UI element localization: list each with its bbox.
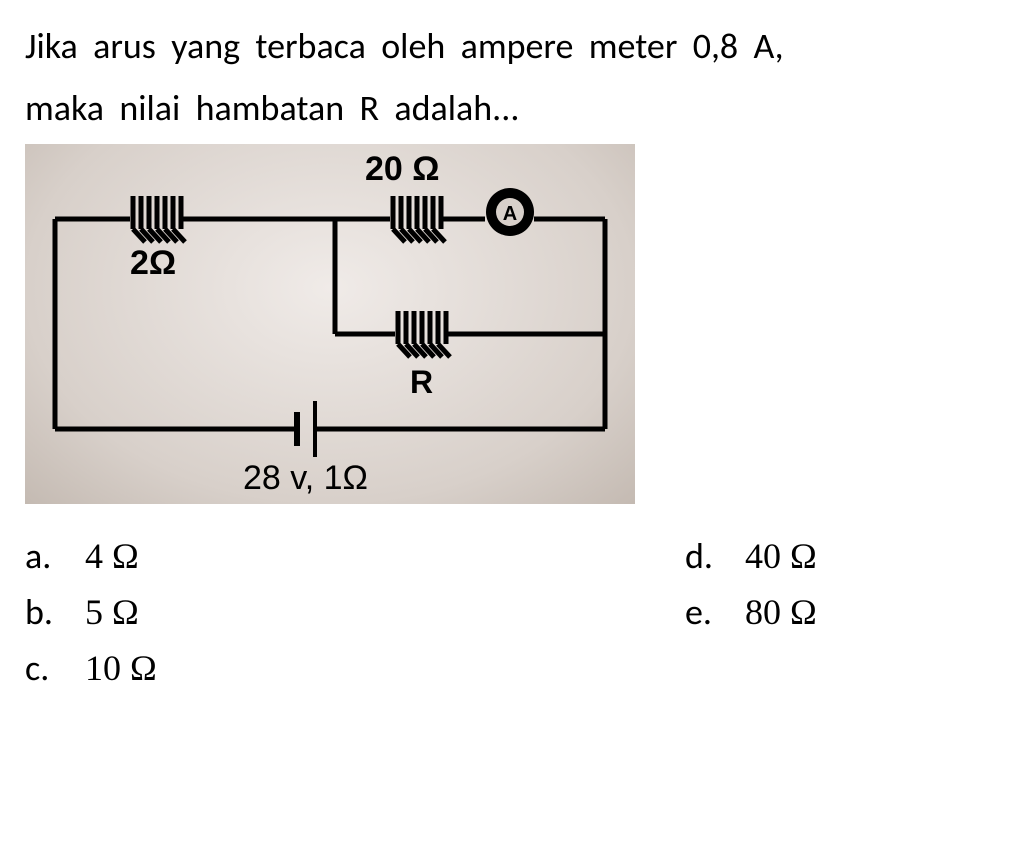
svg-text:A: A xyxy=(503,203,517,225)
answer-c-letter: c. xyxy=(25,646,85,690)
r3-label: R xyxy=(410,364,433,401)
r1-label: 20 Ω xyxy=(365,150,440,189)
answer-e-value: 80 Ω xyxy=(745,591,817,633)
answer-b-letter: b. xyxy=(25,590,85,634)
question-line-2: maka nilai hambatan R adalah... xyxy=(25,82,992,134)
circuit-svg: A xyxy=(25,144,635,504)
answer-e: e. 80 Ω xyxy=(685,590,985,634)
answer-e-letter: e. xyxy=(685,590,745,634)
answer-a-value: 4 Ω xyxy=(85,535,139,577)
answer-c-value: 10 Ω xyxy=(85,647,157,689)
answer-d: d. 40 Ω xyxy=(685,534,985,578)
source-label: 28 v, 1Ω xyxy=(243,459,368,498)
answer-b: b. 5 Ω xyxy=(25,590,685,634)
r2-label: 2Ω xyxy=(130,244,176,283)
answer-a-letter: a. xyxy=(25,534,85,578)
answer-b-value: 5 Ω xyxy=(85,591,139,633)
answer-d-value: 40 Ω xyxy=(745,535,817,577)
answer-c: c. 10 Ω xyxy=(25,646,685,690)
question-line-1: Jika arus yang terbaca oleh ampere meter… xyxy=(25,20,992,72)
answer-d-letter: d. xyxy=(685,534,745,578)
answer-options: a. 4 Ω b. 5 Ω c. 10 Ω d. 40 Ω e. 80 Ω xyxy=(25,534,985,702)
answer-a: a. 4 Ω xyxy=(25,534,685,578)
circuit-diagram: A xyxy=(25,144,635,504)
